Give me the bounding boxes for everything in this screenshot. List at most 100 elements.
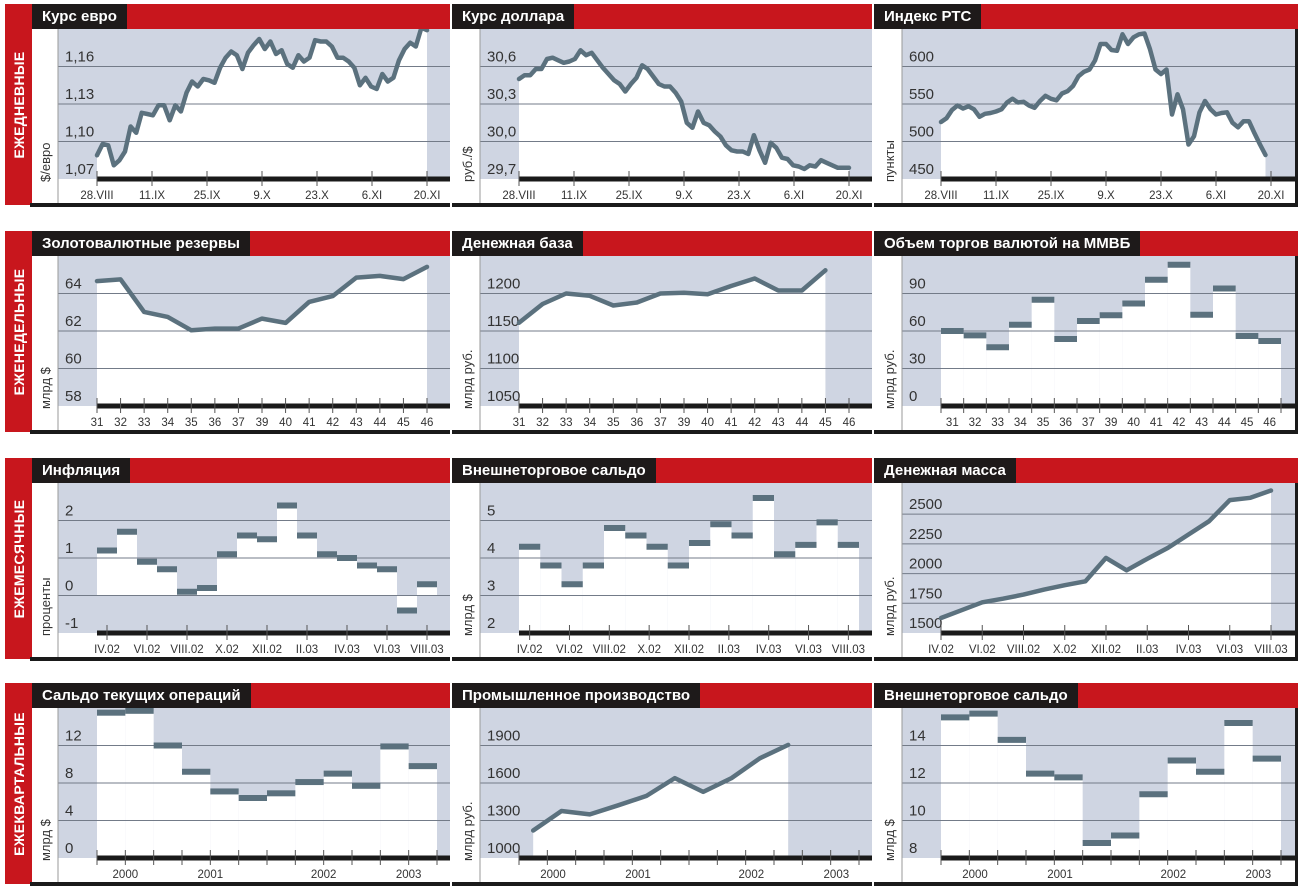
bar-marker	[1077, 318, 1100, 324]
x-tick-label: 32	[114, 417, 127, 429]
bar-marker	[267, 790, 296, 797]
chart-panel: -1 0 1 2 IV.02 VI.02 VIII.02 X.02 XII.02 II.03 IV.…	[30, 458, 450, 661]
title-red-stripe	[700, 683, 872, 708]
bar-marker	[177, 588, 197, 595]
chart-svg: 29,7 30,0 30,3 30,6 28.VIII 11.IX 25.IX 9.X 23.X…	[452, 29, 872, 207]
chart-title-bar: Внешнеторговое сальдо	[452, 458, 872, 483]
x-tick-label: 2000	[962, 869, 988, 881]
bar	[1145, 279, 1168, 406]
y-tick-label: 600	[909, 49, 934, 66]
x-tick-label: 46	[421, 417, 434, 429]
bar-marker	[1031, 296, 1055, 303]
x-tick-label: 39	[1105, 417, 1118, 429]
y-tick-label: 58	[65, 388, 82, 405]
x-tick-label: XII.02	[1091, 644, 1121, 656]
bar-marker	[1235, 333, 1259, 339]
y-tick-label: 1750	[909, 585, 942, 602]
x-tick-label: 2002	[739, 869, 765, 881]
chart-svg: 1500 1750 2000 2250 2500 IV.02 VI.02 VIII.02 X.0…	[874, 483, 1298, 661]
bar-marker	[97, 709, 126, 716]
bar	[1224, 723, 1253, 858]
bar	[604, 528, 626, 633]
bar	[540, 565, 562, 633]
x-tick-label: 25.IX	[616, 190, 643, 202]
series-line	[516, 48, 852, 172]
bar	[752, 498, 774, 633]
chart-title-сальдо-текущих-операций: Сальдо текущих операций	[32, 683, 251, 708]
y-tick-label: 60	[909, 313, 926, 330]
bar-marker	[377, 566, 397, 573]
x-tick-label: 2001	[625, 869, 651, 881]
x-tick-label: VIII.03	[832, 644, 865, 656]
x-tick-label: 39	[256, 417, 269, 429]
y-tick-label: 4	[65, 803, 73, 820]
bar	[774, 554, 796, 633]
bar	[731, 535, 753, 633]
x-tick-label: 2003	[396, 869, 422, 881]
y-axis-label: млрд $	[38, 818, 53, 861]
bar	[1196, 771, 1225, 858]
band-quarterly: ЕЖЕКВАРТАЛЬНЫЕ	[5, 683, 32, 884]
area-fill	[519, 270, 826, 406]
title-red-stripe	[582, 231, 872, 256]
bar-marker	[1099, 312, 1123, 319]
x-tick-label: 42	[1173, 417, 1186, 429]
bar	[117, 531, 137, 596]
x-tick-label: 31	[91, 417, 104, 429]
title-red-stripe	[1077, 683, 1298, 708]
bar	[182, 771, 211, 858]
x-tick-label: 40	[701, 417, 714, 429]
x-tick-label: 37	[232, 417, 245, 429]
bar-marker	[1026, 770, 1055, 777]
x-axis	[519, 176, 872, 182]
x-tick-label: 23.X	[1149, 190, 1173, 202]
y-tick-label: 8	[65, 765, 73, 782]
x-tick-label: X.02	[215, 644, 239, 656]
x-axis	[519, 855, 872, 861]
bar-marker	[1145, 276, 1168, 283]
bar-marker	[1213, 285, 1236, 292]
bar	[97, 550, 117, 596]
y-tick-label: 8	[909, 840, 917, 857]
bar-marker	[519, 543, 541, 550]
chart-svg: 450 500 550 600 28.VIII 11.IX 25.IX 9.X 23.X 6.XI…	[874, 29, 1298, 207]
bar	[795, 544, 817, 633]
x-tick-label: 34	[583, 417, 596, 429]
chart-panel: 58 60 62 64 31 32 33 34 35 36 37 39 40 41 42 43 44 45 46 мл…	[30, 231, 450, 434]
bar	[561, 584, 583, 633]
bar-marker	[561, 581, 583, 588]
bar-marker	[182, 768, 211, 775]
bar-marker	[1054, 774, 1083, 781]
bar	[137, 561, 157, 596]
y-axis-label: руб./$	[460, 146, 475, 182]
x-tick-label: IV.02	[94, 644, 120, 656]
bar-marker	[217, 551, 237, 558]
y-tick-label: 2000	[909, 556, 942, 573]
bar	[1122, 303, 1145, 406]
x-tick-label: 37	[1082, 417, 1095, 429]
x-tick-label: 41	[725, 417, 738, 429]
x-tick-label: 2003	[824, 869, 850, 881]
chart-title-bar: Сальдо текущих операций	[32, 683, 450, 708]
y-tick-label: 30,3	[487, 86, 516, 103]
x-tick-label: 36	[1059, 417, 1072, 429]
bar	[1258, 341, 1281, 406]
chart-svg: 1,07 1,10 1,13 1,16 28.VIII 11.IX 25.IX 9.X 23.X…	[30, 25, 450, 207]
bar	[125, 710, 154, 858]
bar	[397, 595, 417, 611]
y-tick-label: 1100	[487, 351, 519, 368]
title-red-stripe	[126, 4, 450, 29]
bar	[157, 569, 177, 596]
bar-marker	[1167, 261, 1191, 268]
bar	[1213, 288, 1236, 406]
x-tick-label: VI.03	[374, 644, 401, 656]
y-tick-label: 450	[909, 161, 934, 178]
bottom-rule	[30, 203, 450, 207]
y-tick-label: 4	[487, 540, 495, 557]
x-tick-label: 2000	[540, 869, 566, 881]
bar	[1026, 773, 1055, 858]
bar	[153, 745, 182, 858]
bar	[969, 713, 998, 858]
bar	[408, 766, 437, 858]
chart-title-денежная-масса: Денежная масса	[874, 458, 1016, 483]
